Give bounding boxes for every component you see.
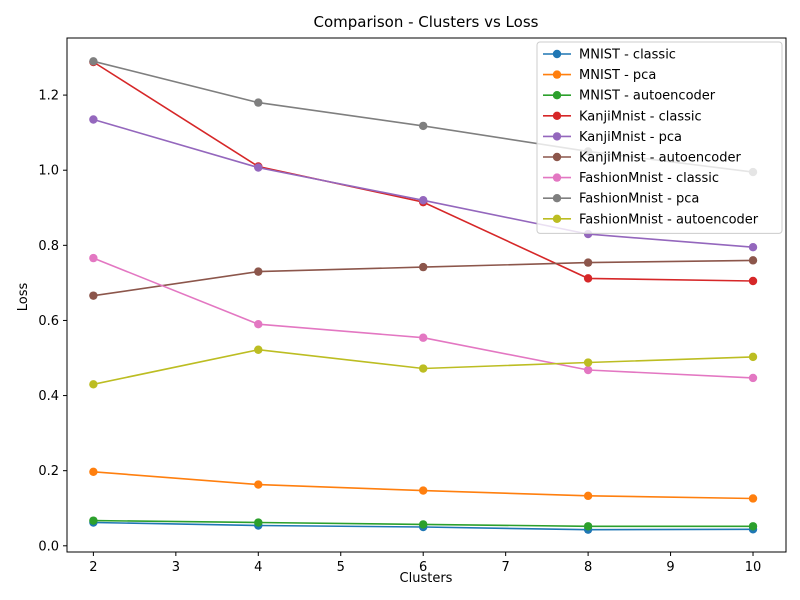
data-point xyxy=(254,345,263,354)
legend-entry: FashionMnist - autoencoder xyxy=(543,212,759,227)
data-point xyxy=(583,522,593,531)
y-tick-label: 0.6 xyxy=(38,314,59,329)
data-point xyxy=(254,518,263,527)
legend-entry: FashionMnist - pca xyxy=(543,192,699,207)
data-point xyxy=(748,256,758,265)
data-point xyxy=(419,121,428,131)
y-axis: 0.0 0.2 0.4 0.6 0.8 1.0 1.2 xyxy=(38,89,67,554)
data-point xyxy=(748,494,758,503)
series-1 xyxy=(89,467,758,503)
legend-box xyxy=(536,41,783,234)
data-point xyxy=(748,276,758,286)
y-tick-label: 1.2 xyxy=(38,89,59,104)
legend-entry: KanjiMnist - autoencoder xyxy=(543,151,741,166)
data-point xyxy=(89,253,98,263)
legend-swatch-marker xyxy=(552,152,562,162)
legend-swatch-marker xyxy=(552,111,562,121)
legend-label: FashionMnist - pca xyxy=(579,192,699,207)
legend-swatch-marker xyxy=(552,214,562,223)
legend-swatch-marker xyxy=(552,194,562,203)
legend-entry: KanjiMnist - classic xyxy=(543,109,702,124)
plot-frame xyxy=(66,37,787,553)
x-axis-title: Clusters xyxy=(400,571,453,586)
legend-label: MNIST - autoencoder xyxy=(579,89,716,104)
data-point xyxy=(419,196,428,205)
data-point xyxy=(254,480,263,489)
x-tick-label: 10 xyxy=(745,560,762,575)
data-point xyxy=(583,365,593,375)
series-6 xyxy=(89,253,758,383)
data-point xyxy=(254,267,263,276)
x-tick-label: 2 xyxy=(89,560,97,575)
data-point xyxy=(583,258,593,267)
x-axis: 2 3 4 5 6 7 8 9 10 xyxy=(89,552,761,575)
data-point xyxy=(419,520,428,529)
x-tick-label: 7 xyxy=(502,560,510,575)
legend-entry: KanjiMnist - pca xyxy=(543,130,682,145)
y-tick-label: 0.8 xyxy=(38,239,59,254)
data-point xyxy=(254,98,263,107)
data-point xyxy=(748,373,758,383)
data-point xyxy=(748,522,758,531)
legend-entry: MNIST - autoencoder xyxy=(543,89,716,104)
chart-title: Comparison - Clusters vs Loss xyxy=(314,13,539,31)
data-point xyxy=(583,358,593,367)
data-point xyxy=(583,491,593,501)
series-8 xyxy=(89,345,758,389)
data-point xyxy=(419,333,428,342)
legend-swatch-marker xyxy=(552,173,562,182)
legend-label: KanjiMnist - classic xyxy=(579,109,702,124)
y-tick-label: 0.0 xyxy=(38,539,59,554)
data-point xyxy=(583,274,593,283)
legend-swatch-marker xyxy=(552,91,562,100)
data-point xyxy=(748,352,758,362)
x-tick-label: 3 xyxy=(172,560,180,575)
y-tick-label: 1.0 xyxy=(38,164,59,179)
data-point xyxy=(89,57,98,66)
legend-label: KanjiMnist - pca xyxy=(579,130,682,145)
legend-swatch-marker xyxy=(552,132,562,141)
data-point xyxy=(419,262,428,272)
data-point xyxy=(748,243,758,252)
series-2 xyxy=(89,516,758,531)
x-tick-label: 4 xyxy=(254,560,262,575)
legend-entry: MNIST - classic xyxy=(543,48,676,63)
data-point xyxy=(419,486,428,495)
data-point xyxy=(419,364,428,373)
y-axis-title: Loss xyxy=(16,283,31,312)
legend-label: MNIST - pca xyxy=(579,68,656,83)
data-point xyxy=(89,380,98,389)
legend-entry: MNIST - pca xyxy=(543,68,656,83)
legend-label: FashionMnist - classic xyxy=(579,171,719,186)
data-point xyxy=(89,467,98,477)
legend: MNIST - classic MNIST - pca MNIST - autoen… xyxy=(536,41,783,234)
x-tick-label: 9 xyxy=(666,560,674,575)
legend-swatch-marker xyxy=(552,49,562,59)
y-tick-label: 0.4 xyxy=(38,389,59,404)
data-point xyxy=(89,291,98,300)
data-point xyxy=(89,516,98,525)
legend-label: KanjiMnist - autoencoder xyxy=(579,151,741,166)
y-tick-label: 0.2 xyxy=(38,464,59,479)
x-tick-label: 5 xyxy=(337,560,345,575)
legend-label: FashionMnist - autoencoder xyxy=(579,212,759,227)
legend-entry: FashionMnist - classic xyxy=(543,171,719,186)
x-tick-label: 6 xyxy=(419,560,427,575)
data-point xyxy=(89,115,98,124)
series-5 xyxy=(89,256,758,300)
data-point xyxy=(254,320,263,329)
legend-label: MNIST - classic xyxy=(579,48,676,63)
legend-swatch-marker xyxy=(552,70,562,79)
data-point xyxy=(254,163,263,172)
x-tick-label: 8 xyxy=(584,560,592,575)
